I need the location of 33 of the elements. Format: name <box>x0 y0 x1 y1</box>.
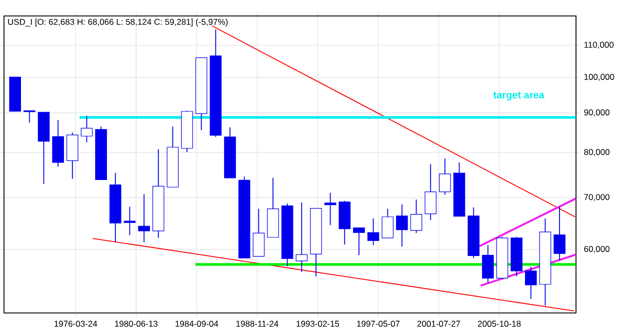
x-tick-label: 1980-06-13 <box>115 320 158 327</box>
candlestick <box>525 266 537 300</box>
y-tick-label: 60,000 <box>584 246 610 253</box>
x-tick-label: 1976-03-24 <box>54 320 98 327</box>
candlestick <box>367 218 380 246</box>
x-tick-label: 1993-02-15 <box>296 320 340 327</box>
y-tick-label: 110,000 <box>584 42 614 49</box>
candlestick <box>24 110 36 124</box>
candlestick <box>410 199 422 234</box>
y-tick-label: 80,000 <box>584 149 610 156</box>
y-tick-label: 70,000 <box>584 194 610 202</box>
chart-title: USD_I [O: 62,683 H: 68,066 L: 58,124 C: 59,281] (-5,97%) <box>8 18 228 27</box>
candlestick <box>124 206 136 236</box>
candlestick <box>138 194 150 243</box>
candlestick <box>439 158 451 196</box>
candlestick <box>80 115 93 143</box>
candlestick <box>424 164 436 220</box>
x-tick-label: 1988-11-24 <box>236 320 278 327</box>
y-tick-label: 100,000 <box>584 74 614 81</box>
x-tick-label: 1997-05-07 <box>357 320 400 327</box>
x-tick-label: 1984-09-04 <box>176 320 218 327</box>
x-tick-label: 2005-10-18 <box>478 320 521 327</box>
x-tick-label: 2001-07-27 <box>417 320 460 327</box>
candlestick <box>353 227 365 256</box>
candlestick <box>252 208 265 257</box>
candlestick <box>324 192 336 226</box>
y-tick-label: 90,000 <box>584 109 610 116</box>
candlestick <box>554 206 566 261</box>
candlestick <box>396 204 408 248</box>
candlestick <box>296 202 308 273</box>
candlestick <box>482 244 494 283</box>
annotation: target area <box>493 92 544 100</box>
candlestick <box>382 208 394 238</box>
